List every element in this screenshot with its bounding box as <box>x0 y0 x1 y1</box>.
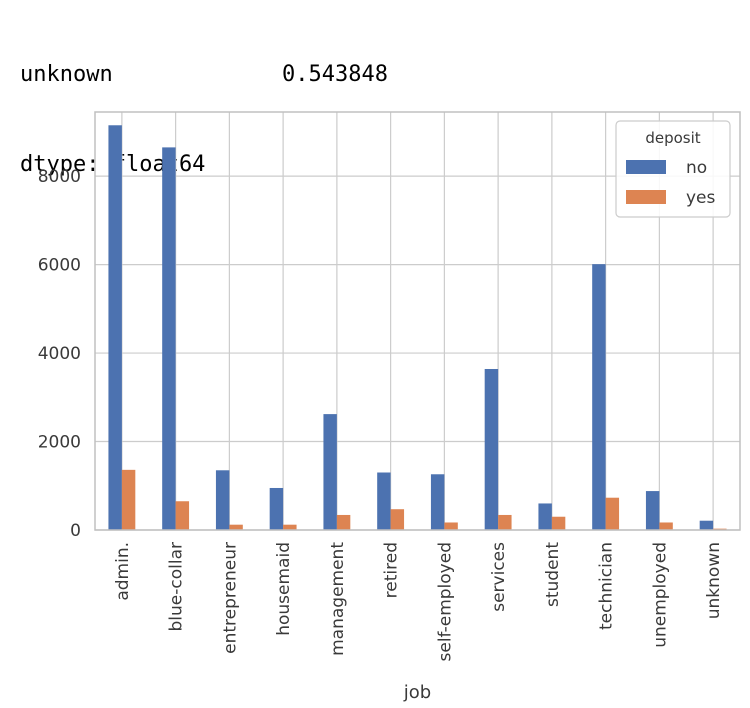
bar-no-unemployed <box>645 491 660 530</box>
x-tick-label: unemployed <box>650 542 670 648</box>
bar-no-retired <box>377 472 391 530</box>
legend-label-no: no <box>686 158 707 178</box>
x-tick-label: unknown <box>704 542 724 619</box>
x-tick-label: blue-collar <box>167 542 187 631</box>
bar-yes-retired <box>390 509 405 530</box>
x-tick-label: self-employed <box>435 542 455 661</box>
x-tick-label: student <box>543 542 563 607</box>
x-tick-label: services <box>489 542 509 612</box>
legend-swatch-yes <box>626 190 666 204</box>
bar-yes-self-employed <box>444 522 458 530</box>
bar-no-admin. <box>108 125 122 531</box>
dtype-line: dtype: float64 <box>20 152 206 177</box>
y-tick-label: 6000 <box>38 256 81 276</box>
bar-no-services <box>484 368 499 530</box>
y-tick-label: 4000 <box>38 344 81 364</box>
legend: deposit no yes <box>615 120 731 218</box>
bar-no-unknown <box>699 520 714 530</box>
bar-yes-admin. <box>121 469 136 530</box>
y-tick-label: 2000 <box>38 433 81 453</box>
series-row-value: 0.543848 <box>282 62 388 87</box>
bar-yes-entrepreneur <box>229 524 243 530</box>
x-tick-label: housemaid <box>274 542 294 636</box>
series-row-label: unknown <box>20 62 113 87</box>
bar-no-self-employed <box>430 474 445 530</box>
x-tick-label: admin. <box>113 542 133 601</box>
y-tick-labels: 0 2000 4000 6000 8000 <box>38 167 81 541</box>
console-output: unknown 0.543848 dtype: float64 <box>20 0 388 210</box>
bar-yes-blue-collar <box>175 501 190 530</box>
bar-no-technician <box>592 264 606 530</box>
bar-no-entrepreneur <box>215 470 230 530</box>
bar-no-student <box>538 503 552 530</box>
legend-label-yes: yes <box>686 188 716 208</box>
plot-frame <box>94 111 741 531</box>
bar-no-management <box>323 414 337 530</box>
x-axis-label: job <box>403 682 431 703</box>
x-tick-label: entrepreneur <box>220 542 240 654</box>
x-tick-labels: admin. blue-collar entrepreneur housemaid ma… <box>113 542 724 662</box>
x-tick-label: management <box>328 542 348 656</box>
bar-no-blue-collar <box>162 147 176 531</box>
bar-yes-technician <box>605 497 620 530</box>
bar-no-housemaid <box>269 487 284 530</box>
bar-yes-management <box>336 514 351 530</box>
y-tick-label: 8000 <box>38 167 81 187</box>
x-tick-label: technician <box>597 542 617 630</box>
series-row: unknown 0.543848 <box>20 60 388 90</box>
legend-swatch-no <box>626 160 666 174</box>
bar-yes-student <box>551 516 566 530</box>
bar-yes-housemaid <box>283 524 297 530</box>
legend-title: deposit <box>645 129 700 147</box>
x-tick-label: retired <box>382 542 402 598</box>
bar-yes-services <box>498 514 512 530</box>
y-tick-label: 0 <box>70 521 81 541</box>
bar-yes-unemployed <box>659 522 673 530</box>
bars <box>108 125 727 531</box>
